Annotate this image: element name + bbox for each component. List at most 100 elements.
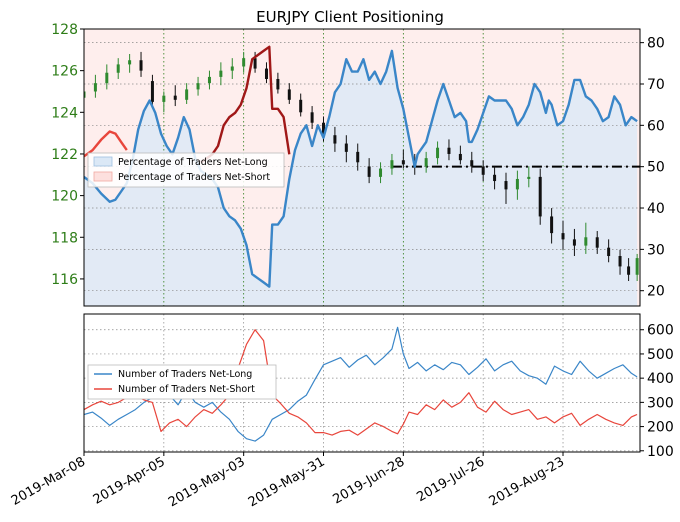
legend-swatch-net-short [93,171,113,182]
candle-body-39 [527,176,531,179]
bottom-legend-box [87,364,277,400]
candle-body-27 [390,160,394,169]
candle-body-31 [436,147,440,159]
candle-body-4 [128,60,132,65]
top-legend-box [87,152,285,188]
x-tick-label-6: 2019-Aug-23 [487,454,567,509]
x-tick-label-0: 2019-Mar-08 [9,454,88,508]
right-tick-label-20: 20 [647,284,665,300]
candle-body-12 [219,70,223,77]
candle-body-38 [515,178,519,190]
net-short-count-line [84,329,638,436]
legend-label-net-short: Percentage of Traders Net-Short [118,172,270,183]
candle-body-6 [150,81,154,102]
bottom-right-tick-label-400: 400 [647,371,674,387]
candle-body-21 [322,122,326,136]
candle-body-37 [504,181,508,190]
chart-title: EURJPY Client Positioning [256,8,444,26]
candle-body-16 [264,68,268,79]
candle-body-9 [185,89,189,100]
candle-body-13 [230,66,234,71]
candle-body-0 [84,91,86,98]
price-axis-left: 116 118 120 122 124 126 128 [51,22,84,288]
left-tick-label-116: 116 [51,272,78,288]
candle-body-30 [424,158,428,167]
candle-body-7 [162,95,166,102]
right-tick-label-60: 60 [647,118,665,134]
bottom-right-tick-label-200: 200 [647,420,674,436]
candle-body-41 [550,216,554,234]
candle-body-43 [572,239,576,246]
candle-body-40 [538,176,542,217]
bottom-right-tick-label-600: 600 [647,323,674,339]
candle-body-45 [595,237,599,248]
x-tick-label-5: 2019-Jul-26 [414,454,487,505]
candle-body-8 [173,95,177,100]
bottom-panel: 100 200 300 400 500 600 Number of Traders Net… [83,313,674,460]
percent-axis-right: 20 30 40 50 60 70 80 [640,36,665,300]
top-series-lines [84,45,638,288]
x-tick-label-1: 2019-Apr-05 [91,454,168,507]
bottom-legend: Number of Traders Net-Long Number of Tra… [87,364,277,400]
candle-body-22 [333,135,337,144]
candle-body-34 [470,160,474,167]
top-plot-frame [83,28,641,307]
bottom-right-tick-label-300: 300 [647,395,674,411]
candle-body-15 [253,58,257,69]
left-tick-label-126: 126 [51,64,78,80]
candle-body-18 [287,89,291,100]
net-long-count-line [84,326,638,442]
candle-body-48 [627,266,631,275]
left-tick-label-124: 124 [51,105,78,121]
net-long-area [84,50,638,306]
bottom-right-tick-label-100: 100 [647,444,674,460]
x-tick-label-4: 2019-Jun-28 [331,454,408,507]
right-tick-label-70: 70 [647,77,665,93]
candle-body-11 [207,76,211,84]
legend-label-net-short-count: Number of Traders Net-Short [118,384,255,395]
bottom-right-tick-label-500: 500 [647,347,674,363]
candle-body-25 [367,166,371,177]
candle-body-5 [139,60,143,71]
candle-body-26 [379,168,383,177]
x-tick-label-2: 2019-May-03 [166,454,248,510]
candle-body-32 [447,147,451,154]
candle-body-10 [196,83,200,90]
left-tick-label-122: 122 [51,147,78,163]
candle-body-20 [310,112,314,123]
net-short-pct-line-0 [84,130,128,158]
count-axis-right: 100 200 300 400 500 600 [640,323,674,460]
date-axis: 2019-Mar-08 2019-Apr-052019-May-032019-Ma… [9,452,567,510]
left-tick-label-118: 118 [51,230,78,246]
right-tick-label-40: 40 [647,201,665,217]
candle-body-47 [618,256,622,267]
top-panel: 116 118 120 122 124 126 128 20 30 40 50 60 70 80 Per… [51,22,665,307]
right-tick-label-30: 30 [647,242,665,258]
candle-body-42 [561,233,565,240]
x-tick-label-3: 2019-May-31 [246,454,328,510]
net-long-pct-line [84,49,638,288]
candle-body-1 [93,83,97,92]
candle-body-44 [584,237,588,246]
price-candles [84,51,639,282]
candle-body-49 [635,258,639,275]
candle-body-23 [344,143,348,152]
right-tick-label-50: 50 [647,160,665,176]
bottom-plot-frame [83,313,641,453]
candle-body-35 [481,166,485,175]
candle-body-2 [105,72,109,84]
right-tick-label-80: 80 [647,36,665,52]
top-legend: Percentage of Traders Net-Long Percentag… [87,152,285,188]
legend-swatch-net-long [93,156,113,167]
candle-body-19 [299,99,303,113]
candle-body-33 [458,153,462,161]
candle-body-3 [116,64,120,73]
legend-label-net-long-count: Number of Traders Net-Long [118,369,252,380]
candle-body-14 [242,58,246,67]
left-tick-label-128: 128 [51,22,78,38]
bottom-series-lines [84,326,638,442]
candle-body-17 [276,78,280,90]
net-short-pct-line-1 [200,45,291,164]
